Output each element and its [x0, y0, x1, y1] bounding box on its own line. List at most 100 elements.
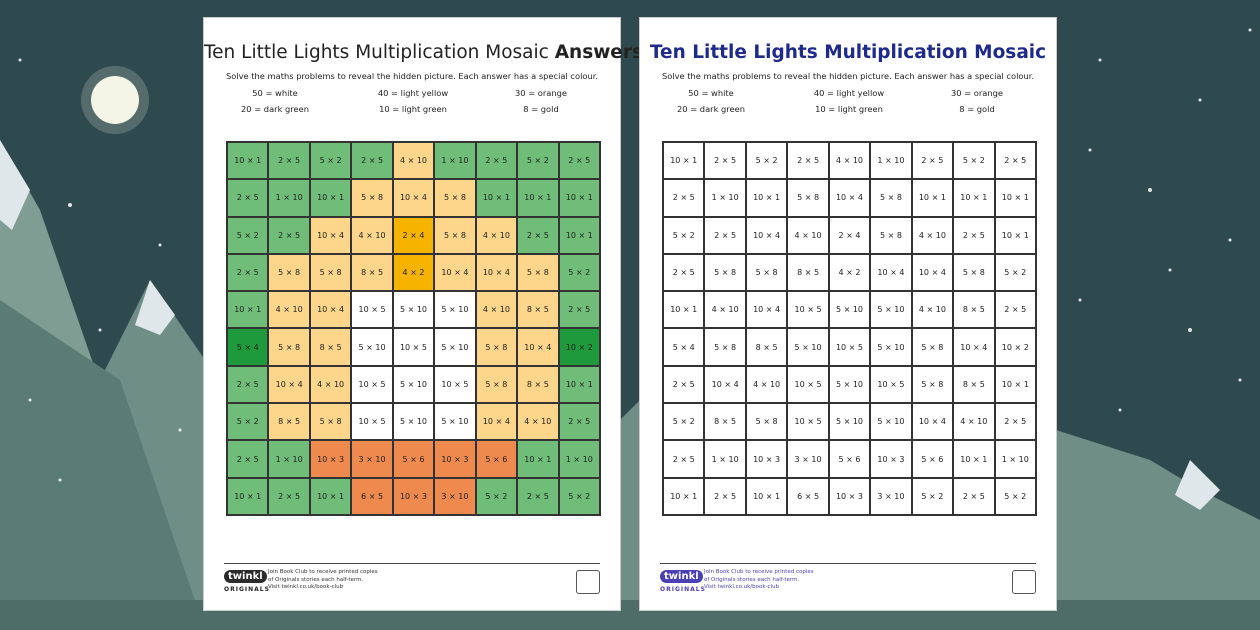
grid-cell: 8 × 5: [517, 365, 559, 404]
grid-cell: 4 × 10: [309, 365, 352, 404]
grid-cell: 5 × 2: [663, 403, 705, 441]
grid-cell: 10 × 3: [870, 440, 912, 478]
grid-cell: 2 × 5: [994, 403, 1036, 441]
grid-cell: 10 × 5: [351, 403, 393, 441]
grid-cell: 1 × 10: [704, 179, 746, 217]
grid-cell: 10 × 5: [392, 328, 435, 366]
grid-cell: 10 × 3: [828, 477, 871, 515]
grid-cell: 2 × 5: [663, 365, 705, 404]
grid-cell: 4 × 10: [911, 291, 954, 329]
grid-cell: 10 × 1: [309, 477, 352, 515]
grid-cell: 5 × 8: [268, 253, 310, 292]
grid-cell: 5 × 10: [828, 291, 871, 329]
grid-cell: 4 × 10: [517, 403, 559, 441]
grid-cell: 10 × 4: [870, 253, 912, 292]
legend-item: 30 = orange: [515, 88, 567, 98]
grid-cell: 2 × 5: [787, 142, 829, 180]
legend-item: 40 = light yellow: [377, 88, 449, 98]
grid-cell: 10 × 4: [704, 365, 746, 404]
grid-cell: 10 × 1: [745, 179, 788, 217]
grid-cell: 10 × 4: [745, 291, 788, 329]
title-text: Ten Little Lights Multiplication Mosaic: [649, 42, 1047, 63]
grid-cell: 6 × 5: [787, 477, 829, 515]
grid-cell: 8 × 5: [309, 328, 352, 366]
grid-cell: 10 × 1: [227, 142, 269, 180]
logo: twinkl: [224, 570, 267, 583]
grid-cell: 10 × 2: [994, 328, 1036, 366]
grid-cell: 10 × 1: [663, 142, 705, 180]
grid-cell: 5 × 8: [911, 328, 954, 366]
grid-cell: 5 × 4: [227, 328, 269, 366]
grid-cell: 4 × 2: [828, 253, 871, 292]
grid-cell: 10 × 4: [309, 216, 352, 254]
grid-cell: 6 × 5: [351, 477, 393, 515]
grid-cell: 10 × 3: [434, 440, 476, 478]
grid-cell: 8 × 5: [787, 253, 829, 292]
grid-cell: 8 × 5: [953, 365, 995, 404]
grid-cell: 4 × 10: [475, 216, 518, 254]
grid-cell: 10 × 4: [911, 403, 954, 441]
grid-cell: 10 × 1: [663, 477, 705, 515]
grid-cell: 5 × 2: [994, 477, 1036, 515]
grid-cell: 5 × 10: [434, 403, 476, 441]
grid-cell: 8 × 5: [517, 291, 559, 329]
grid-cell: 5 × 10: [787, 328, 829, 366]
grid-cell: 5 × 8: [704, 328, 746, 366]
grid-cell: 5 × 8: [268, 328, 310, 366]
grid-cell: 4 × 10: [787, 216, 829, 254]
grid-cell: 5 × 10: [828, 403, 871, 441]
grid-cell: 5 × 2: [745, 142, 788, 180]
grid-cell: 5 × 8: [475, 328, 518, 366]
subtitle: Solve the maths problems to reveal the h…: [226, 71, 598, 81]
grid-cell: 4 × 10: [828, 142, 871, 180]
footer: twinkl ORIGINALS Join Book Club to receive…: [660, 563, 1036, 594]
grid-cell: 2 × 5: [704, 477, 746, 515]
grid-cell: 8 × 5: [745, 328, 788, 366]
grid-cell: 2 × 5: [227, 179, 269, 217]
grid-cell: 2 × 5: [953, 216, 995, 254]
grid-cell: 10 × 4: [517, 328, 559, 366]
grid-cell: 2 × 5: [517, 477, 559, 515]
grid-cell: 3 × 10: [787, 440, 829, 478]
grid-cell: 1 × 10: [870, 142, 912, 180]
grid-cell: 10 × 1: [475, 179, 518, 217]
subtitle: Solve the maths problems to reveal the h…: [662, 71, 1034, 81]
grid-cell: 10 × 3: [392, 477, 435, 515]
grid-cell: 4 × 10: [911, 216, 954, 254]
grid-cell: 4 × 10: [953, 403, 995, 441]
grid-cell: 10 × 3: [745, 440, 788, 478]
footer-line: Join Book Club to receive printed copies: [704, 569, 814, 575]
grid-cell: 10 × 1: [227, 291, 269, 329]
grid-cell: 5 × 2: [953, 142, 995, 180]
grid-cell: 8 × 5: [351, 253, 393, 292]
grid-cell: 5 × 10: [870, 403, 912, 441]
grid-cell: 2 × 5: [953, 477, 995, 515]
grid-cell: 5 × 8: [953, 253, 995, 292]
logo-sub: ORIGINALS: [660, 586, 706, 593]
grid-cell: 5 × 2: [663, 216, 705, 254]
grid-cell: 4 × 10: [475, 291, 518, 329]
grid-cell: 4 × 10: [351, 216, 393, 254]
grid-cell: 10 × 4: [434, 253, 476, 292]
grid-cell: 5 × 8: [745, 253, 788, 292]
grid-cell: 10 × 1: [911, 179, 954, 217]
grid-cell: 10 × 1: [953, 440, 995, 478]
badge: [1012, 570, 1036, 594]
grid-cell: 8 × 5: [953, 291, 995, 329]
grid-cell: 10 × 4: [828, 179, 871, 217]
grid-cell: 10 × 1: [745, 477, 788, 515]
grid-cell: 10 × 1: [558, 365, 600, 404]
grid-cell: 10 × 4: [475, 253, 518, 292]
legend-item: 10 = light green: [815, 104, 883, 114]
grid-cell: 2 × 5: [227, 253, 269, 292]
grid-cell: 5 × 2: [517, 142, 559, 180]
grid-cell: 10 × 1: [994, 365, 1036, 404]
grid-cell: 5 × 10: [392, 365, 435, 404]
grid-cell: 1 × 10: [268, 440, 310, 478]
grid-cell: 10 × 1: [663, 291, 705, 329]
grid-cell: 5 × 8: [351, 179, 393, 217]
grid-cell: 2 × 5: [704, 142, 746, 180]
legend-item: 50 = white: [252, 88, 298, 98]
grid-cell: 5 × 10: [392, 403, 435, 441]
